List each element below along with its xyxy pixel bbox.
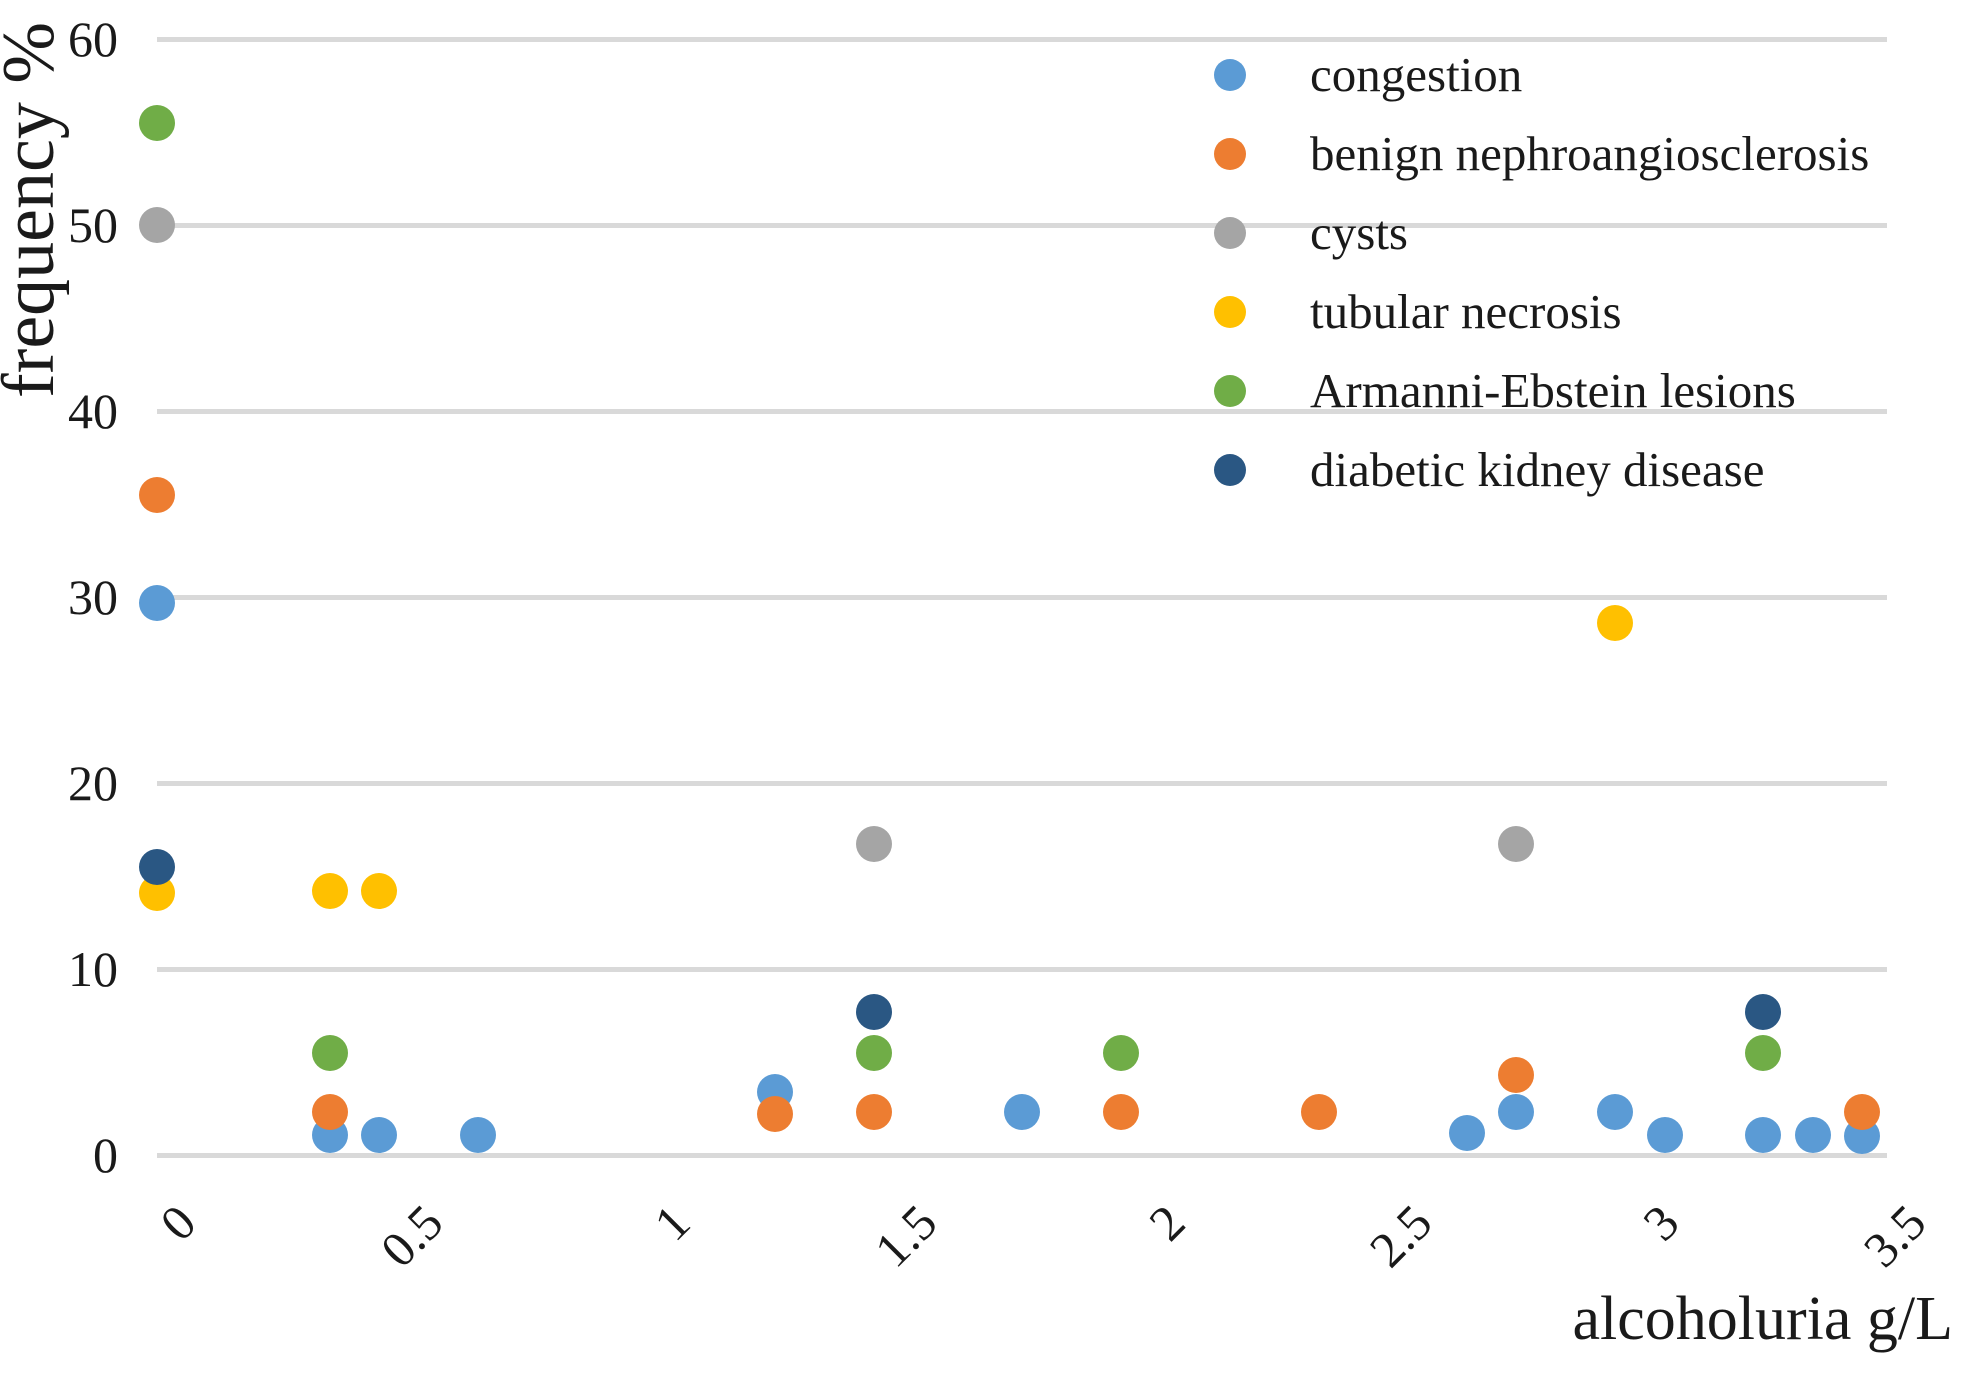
legend-item: benign nephroangiosclerosis xyxy=(1214,114,1869,193)
data-point-benign-nephroangiosclerosis xyxy=(139,476,175,513)
x-axis-title: alcoholuria g/L xyxy=(1572,1285,1953,1353)
legend-item: diabetic kidney disease xyxy=(1214,430,1869,509)
legend-label: tubular necrosis xyxy=(1310,283,1622,339)
legend-item: tubular necrosis xyxy=(1214,272,1869,351)
data-point-congestion xyxy=(1004,1094,1040,1131)
x-tick-label: 2.5 xyxy=(1358,1193,1443,1278)
data-point-benign-nephroangiosclerosis xyxy=(1498,1057,1535,1094)
gridline-y-0 xyxy=(157,1153,1887,1158)
gridline-y-40 xyxy=(157,409,1887,414)
legend-marker-icon xyxy=(1214,374,1246,407)
y-tick-label: 40 xyxy=(68,383,118,439)
gridline-y-30 xyxy=(157,595,1887,600)
data-point-tubular-necrosis xyxy=(312,872,348,909)
data-point-diabetic-kidney-disease xyxy=(855,993,892,1030)
y-tick-label: 60 xyxy=(68,11,118,67)
data-point-armanni-ebstein-lesions xyxy=(312,1034,348,1071)
data-point-congestion xyxy=(1597,1094,1634,1131)
legend: congestion benign nephroangiosclerosis cys… xyxy=(1214,35,1869,509)
data-point-benign-nephroangiosclerosis xyxy=(1102,1094,1139,1131)
legend-item: congestion xyxy=(1214,35,1869,114)
gridline-y-60 xyxy=(157,37,1887,42)
legend-item: Armanni-Ebstein lesions xyxy=(1214,351,1869,430)
data-point-congestion xyxy=(139,584,175,621)
gridline-y-50 xyxy=(157,223,1887,228)
data-point-armanni-ebstein-lesions xyxy=(1745,1034,1782,1071)
x-tick-label: 0 xyxy=(149,1193,207,1252)
data-point-tubular-necrosis xyxy=(1597,605,1634,642)
data-point-tubular-necrosis xyxy=(361,872,398,909)
legend-marker-icon xyxy=(1214,216,1246,249)
legend-marker-icon xyxy=(1214,58,1246,91)
legend-label: cysts xyxy=(1310,204,1408,260)
data-point-benign-nephroangiosclerosis xyxy=(1844,1094,1881,1131)
data-point-diabetic-kidney-disease xyxy=(139,848,175,885)
y-tick-label: 10 xyxy=(68,941,118,997)
legend-label: Armanni-Ebstein lesions xyxy=(1310,362,1796,418)
legend-item: cysts xyxy=(1214,193,1869,272)
data-point-armanni-ebstein-lesions xyxy=(139,104,175,141)
data-point-armanni-ebstein-lesions xyxy=(1102,1034,1139,1071)
y-tick-label: 50 xyxy=(68,197,118,253)
data-point-diabetic-kidney-disease xyxy=(1745,993,1782,1030)
data-point-congestion xyxy=(1794,1116,1831,1153)
data-point-benign-nephroangiosclerosis xyxy=(1300,1094,1337,1131)
data-point-congestion xyxy=(1646,1116,1683,1153)
data-point-congestion xyxy=(460,1116,497,1153)
legend-marker-icon xyxy=(1214,295,1246,328)
y-tick-label: 30 xyxy=(68,569,118,625)
legend-label: diabetic kidney disease xyxy=(1310,441,1765,497)
x-tick-label: 1 xyxy=(643,1193,701,1252)
gridline-y-10 xyxy=(157,967,1887,972)
data-point-cysts xyxy=(855,826,892,863)
data-point-armanni-ebstein-lesions xyxy=(855,1034,892,1071)
gridline-y-20 xyxy=(157,781,1887,786)
data-point-benign-nephroangiosclerosis xyxy=(312,1094,348,1131)
data-point-congestion xyxy=(1498,1094,1535,1131)
data-point-congestion xyxy=(361,1116,398,1153)
data-point-congestion xyxy=(1745,1116,1782,1153)
x-tick-label: 0.5 xyxy=(369,1193,454,1278)
data-point-cysts xyxy=(1498,826,1535,863)
y-tick-label: 20 xyxy=(68,755,118,811)
data-point-benign-nephroangiosclerosis xyxy=(855,1094,892,1131)
legend-marker-icon xyxy=(1214,137,1246,170)
legend-marker-icon xyxy=(1214,453,1246,486)
data-point-congestion xyxy=(1448,1114,1485,1151)
legend-label: benign nephroangiosclerosis xyxy=(1310,125,1870,181)
x-tick-label: 1.5 xyxy=(864,1193,948,1278)
legend-label: congestion xyxy=(1310,46,1523,102)
data-point-benign-nephroangiosclerosis xyxy=(756,1096,793,1133)
x-tick-label: 2 xyxy=(1137,1193,1196,1252)
data-point-cysts xyxy=(139,207,175,243)
y-tick-label: 0 xyxy=(93,1127,118,1183)
